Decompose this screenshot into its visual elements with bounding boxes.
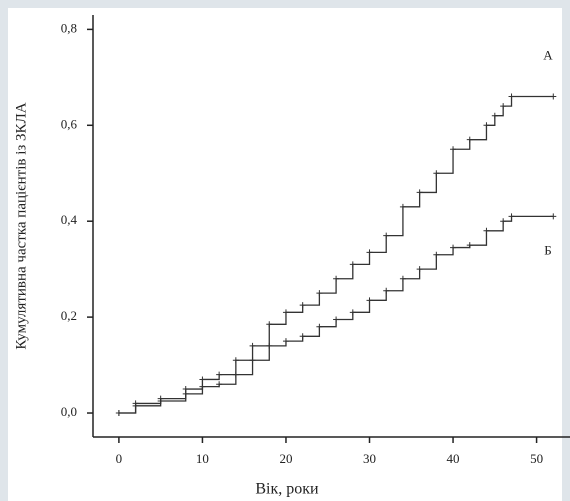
x-tick-label: 20 xyxy=(279,451,292,466)
x-axis-title: Вік, роки xyxy=(255,481,319,498)
x-tick-label: 0 xyxy=(116,451,123,466)
y-tick-label: 0,8 xyxy=(61,20,77,35)
series-label: Б xyxy=(544,242,551,257)
series-line xyxy=(118,95,554,414)
plot-panel xyxy=(8,8,562,501)
y-axis-title: Кумулятивна частка пацієнтів із ЗКЛА xyxy=(13,102,29,349)
x-tick-label: 40 xyxy=(447,451,460,466)
x-tick-label: 30 xyxy=(363,451,376,466)
x-tick-label: 50 xyxy=(530,451,543,466)
series-line xyxy=(118,215,554,414)
series-label: А xyxy=(543,48,553,63)
x-tick-label: 10 xyxy=(196,451,209,466)
y-tick-label: 0,6 xyxy=(61,116,78,131)
y-tick-label: 0,4 xyxy=(61,212,78,227)
y-tick-label: 0,0 xyxy=(61,404,77,419)
y-tick-label: 0,2 xyxy=(61,308,77,323)
